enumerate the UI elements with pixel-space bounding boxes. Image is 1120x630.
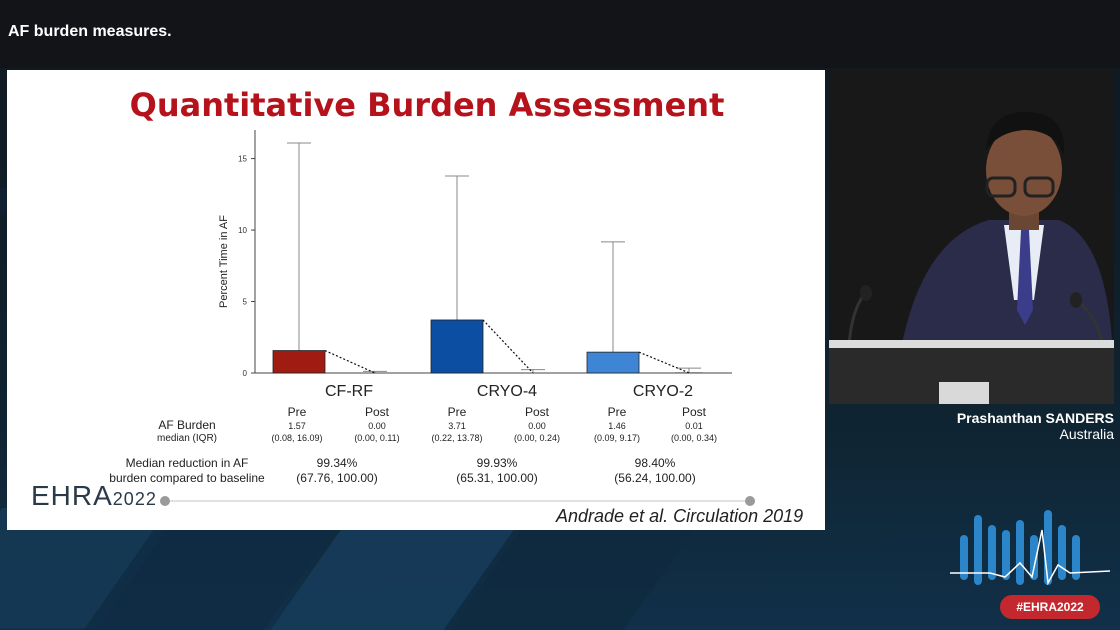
speaker-name: Prashanthan SANDERS	[956, 410, 1114, 426]
median-reduction-label-2: burden compared to baseline	[109, 471, 265, 485]
pre-iqr: (0.08, 16.09)	[271, 433, 323, 443]
post-label: Post	[364, 405, 389, 419]
change-line	[324, 350, 376, 374]
post-iqr: (0.00, 0.11)	[354, 433, 400, 443]
af-burden-label: AF Burden	[158, 418, 216, 432]
y-tick-label: 0	[243, 369, 248, 378]
category-label-cryo-4: CRYO-4	[477, 383, 537, 400]
median-reduction-iqr: (67.76, 100.00)	[296, 471, 378, 485]
median-reduction-iqr: (56.24, 100.00)	[614, 471, 696, 485]
post-label: Post	[681, 405, 706, 419]
ehra-logo: EHRA2022	[31, 480, 157, 512]
median-reduction-label-1: Median reduction in AF	[125, 456, 249, 470]
speaker-country: Australia	[1059, 426, 1114, 442]
median-reduction: 99.34%	[316, 456, 358, 470]
post-label: Post	[524, 405, 549, 419]
caption-bar: AF burden measures.	[0, 0, 1120, 68]
post-iqr: (0.00, 0.34)	[670, 433, 718, 443]
median-iqr-label: median (IQR)	[156, 433, 217, 444]
slide-footer-line	[170, 500, 755, 502]
change-line	[638, 351, 690, 374]
hashtag-badge: #EHRA2022	[1000, 595, 1100, 619]
category-label-cryo-2: CRYO-2	[633, 383, 693, 400]
ehra-waveform-graphic	[950, 510, 1110, 586]
y-tick-label: 5	[243, 298, 248, 307]
median-reduction-iqr: (65.31, 100.00)	[456, 471, 538, 485]
ehra-logo-text: EHRA	[31, 480, 113, 511]
ehra-logo-year: 2022	[112, 489, 157, 509]
pre-median: 1.46	[608, 421, 626, 431]
pre-label: Pre	[607, 405, 627, 419]
pre-bar-cf-rf	[272, 350, 326, 374]
speaker-image	[829, 70, 1114, 404]
footer-dot	[160, 496, 170, 506]
pre-label: Pre	[287, 405, 307, 419]
category-label-cf-rf: CF-RF	[325, 383, 373, 400]
footer-dot	[745, 496, 755, 506]
median-reduction: 98.40%	[634, 456, 676, 470]
y-tick-label: 15	[238, 155, 247, 164]
pre-median: 3.71	[448, 421, 466, 431]
slide-title: Quantitative Burden Assessment	[129, 86, 725, 124]
pre-iqr: (0.09, 9.17)	[593, 433, 641, 443]
median-reduction: 99.93%	[476, 456, 518, 470]
citation: Andrade et al. Circulation 2019	[556, 506, 804, 526]
speaker-video	[829, 70, 1114, 404]
speaker-nameplate: Prashanthan SANDERS Australia	[829, 404, 1120, 442]
post-iqr: (0.00, 0.24)	[513, 433, 561, 443]
presentation-slide: Quantitative Burden Assessment 0 5 10 15 Per…	[7, 70, 825, 530]
post-median: 0.00	[368, 421, 386, 431]
y-tick-label: 10	[238, 226, 247, 235]
pre-bar-cryo-4	[430, 319, 484, 374]
pre-bar-cryo-2	[586, 351, 640, 374]
pre-iqr: (0.22, 13.78)	[431, 433, 483, 443]
bar-chart: 0 5 10 15 Percent Time in AF CF-RF CRYO-4 CRYO-…	[218, 130, 732, 400]
post-median: 0.01	[685, 421, 703, 431]
post-median: 0.00	[528, 421, 546, 431]
pre-label: Pre	[447, 405, 467, 419]
change-line	[482, 319, 534, 374]
pre-median: 1.57	[288, 421, 306, 431]
caption-text: AF burden measures.	[8, 23, 172, 40]
y-axis-label: Percent Time in AF	[218, 215, 230, 308]
